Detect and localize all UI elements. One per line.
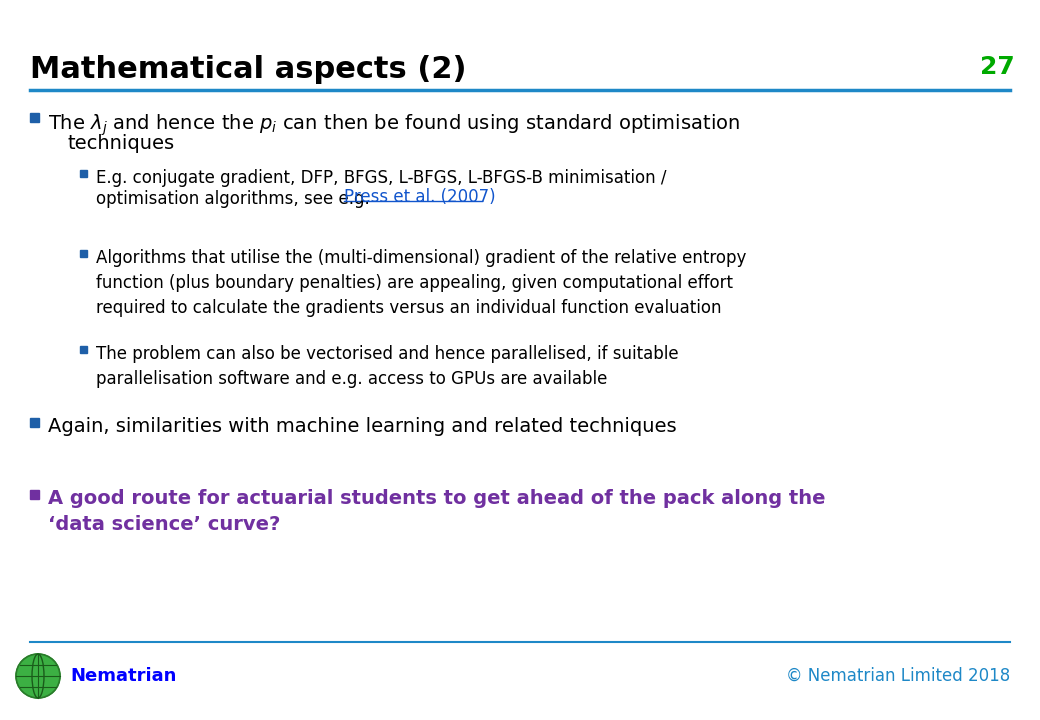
Text: © Nematrian Limited 2018: © Nematrian Limited 2018: [786, 667, 1010, 685]
Bar: [30, 490, 40, 499]
Text: Mathematical aspects (2): Mathematical aspects (2): [30, 55, 467, 84]
Text: 27: 27: [981, 55, 1015, 79]
Bar: [30, 113, 40, 122]
Bar: [80, 170, 87, 177]
Bar: [80, 346, 87, 353]
Text: The $\lambda_j$ and hence the $p_i$ can then be found using standard optimisatio: The $\lambda_j$ and hence the $p_i$ can …: [48, 112, 740, 138]
Text: Press et al. (2007): Press et al. (2007): [344, 188, 496, 206]
Text: A good route for actuarial students to get ahead of the pack along the
‘data sci: A good route for actuarial students to g…: [48, 489, 826, 534]
Text: Nematrian: Nematrian: [70, 667, 177, 685]
Text: Algorithms that utilise the (multi-dimensional) gradient of the relative entropy: Algorithms that utilise the (multi-dimen…: [96, 249, 747, 317]
Circle shape: [16, 654, 60, 698]
Text: techniques: techniques: [68, 134, 175, 153]
Text: E.g. conjugate gradient, DFP, BFGS, L-BFGS, L-BFGS-B minimisation /
optimisation: E.g. conjugate gradient, DFP, BFGS, L-BF…: [96, 169, 667, 208]
Text: Again, similarities with machine learning and related techniques: Again, similarities with machine learnin…: [48, 417, 677, 436]
Text: The problem can also be vectorised and hence parallelised, if suitable
paralleli: The problem can also be vectorised and h…: [96, 345, 679, 388]
Bar: [30, 418, 40, 427]
Bar: [80, 250, 87, 257]
